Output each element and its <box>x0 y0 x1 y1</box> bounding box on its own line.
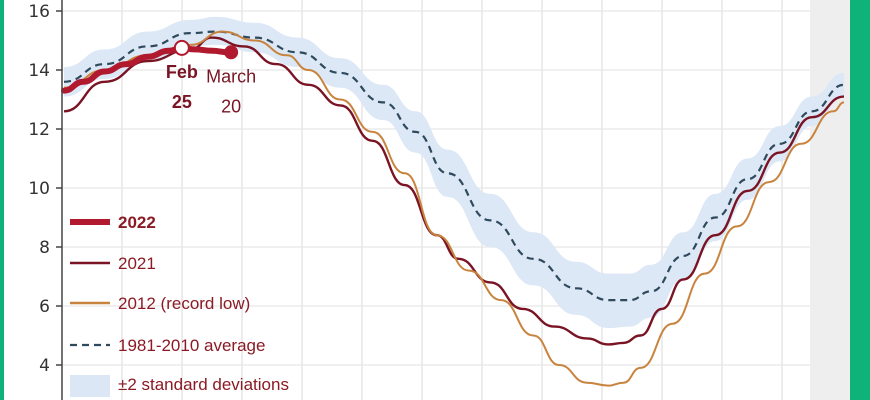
marker-label-feb25-line2: 25 <box>172 92 192 112</box>
y-tick-label: 12 <box>28 120 50 140</box>
y-tick-label: 8 <box>39 238 50 258</box>
series-lines <box>61 30 845 387</box>
chart-frame: Feb 25 March 20 16 14 12 10 8 6 4 2022 2021 2012 (r… <box>4 0 866 400</box>
gridlines <box>59 0 810 400</box>
y-tick-label: 16 <box>28 2 50 22</box>
series-line-2012 <box>63 30 845 387</box>
date-markers: Feb 25 March 20 <box>166 39 256 116</box>
chart-background <box>810 0 866 400</box>
y-tick-label: 6 <box>39 297 50 317</box>
right-page-border <box>850 0 866 400</box>
legend: 2022 2021 2012 (record low) 1981-2010 avera… <box>70 213 289 397</box>
marker-label-march20-line1: March <box>206 66 256 86</box>
std-dev-band-layer <box>64 16 844 329</box>
y-tick-label: 14 <box>28 61 50 81</box>
marker-feb25 <box>173 39 190 56</box>
y-tick-label: 10 <box>28 179 50 199</box>
series-line-2022 <box>61 44 232 94</box>
legend-label-2012: 2012 (record low) <box>118 294 250 313</box>
y-axis: 16 14 12 10 8 6 4 <box>28 0 63 400</box>
marker-label-march20-line2: 20 <box>221 96 241 116</box>
series-line-average <box>63 30 845 302</box>
right-shaded-region <box>810 0 850 400</box>
legend-label-2022: 2022 <box>118 213 156 232</box>
series-line-2021 <box>63 36 845 346</box>
legend-label-average: 1981-2010 average <box>118 336 265 355</box>
std-dev-band <box>64 16 844 329</box>
legend-label-2021: 2021 <box>118 254 156 273</box>
marker-march20 <box>224 45 239 60</box>
legend-label-band: ±2 standard deviations <box>118 375 289 394</box>
y-tick-label: 4 <box>39 356 50 376</box>
sea-ice-extent-chart: Feb 25 March 20 16 14 12 10 8 6 4 2022 2021 2012 (r… <box>28 0 866 400</box>
marker-label-feb25-line1: Feb <box>166 62 198 82</box>
legend-swatch-band <box>70 375 110 397</box>
